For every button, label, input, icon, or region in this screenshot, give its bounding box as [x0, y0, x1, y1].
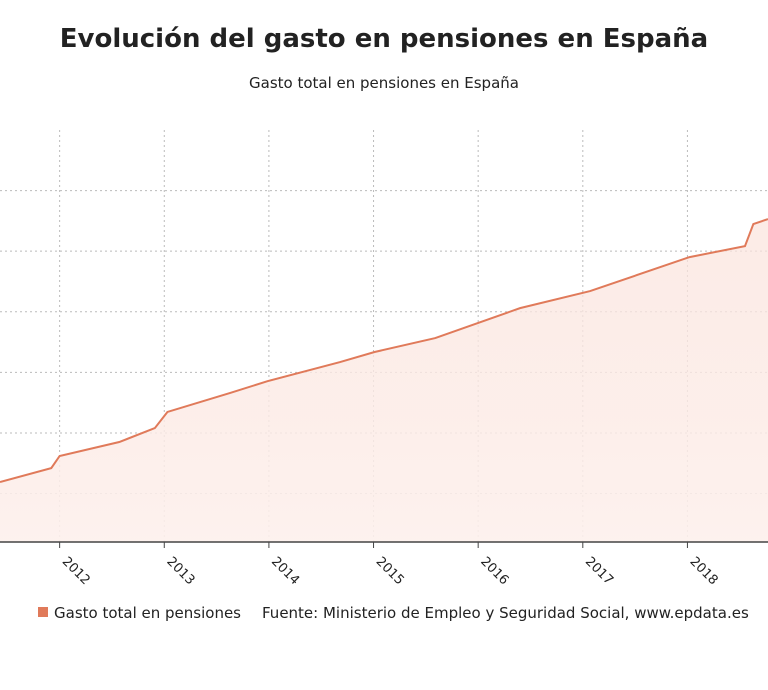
x-tick-label: 2018	[687, 554, 721, 588]
plot-area: 2012 2013 2014 2015 2016 2017 2018	[0, 130, 768, 588]
legend-label: Gasto total en pensiones	[54, 604, 241, 622]
source-note: Fuente: Ministerio de Empleo y Seguridad…	[262, 604, 749, 622]
area	[0, 219, 768, 543]
chart-title: Evolución del gasto en pensiones en Espa…	[60, 24, 708, 54]
line	[0, 218, 768, 483]
legend-swatch	[38, 607, 48, 617]
chart-subtitle: Gasto total en pensiones en España	[249, 74, 519, 92]
x-tick-label: 2016	[477, 554, 511, 588]
x-tick-label: 2017	[582, 554, 616, 588]
x-tick-label: 2013	[163, 554, 197, 588]
x-tick-label: 2012	[59, 554, 93, 588]
x-tick-label: 2014	[268, 554, 302, 588]
x-tick-label: 2015	[373, 554, 407, 588]
